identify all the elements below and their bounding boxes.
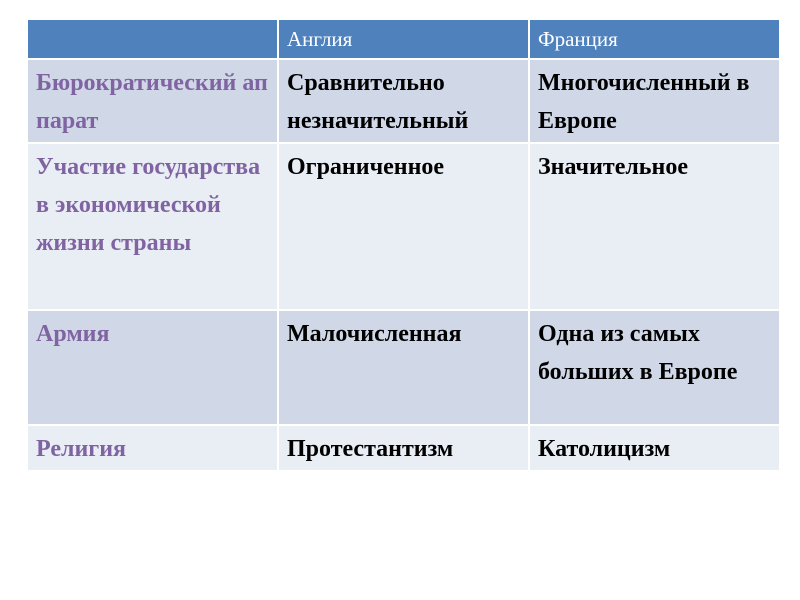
row-label: Бюрократический аппарат <box>26 58 279 144</box>
table-cell: Католицизм <box>528 424 781 472</box>
table-cell: Ограниченное <box>277 142 530 311</box>
header-cell-england: Англия <box>277 18 530 60</box>
comparison-table: Англия Франция Бюрократический аппарат С… <box>26 18 781 472</box>
table-row: Бюрократический аппарат Сравнительно нез… <box>26 58 781 144</box>
table-row: Участие государства в экономической жизн… <box>26 142 781 311</box>
header-cell-empty <box>26 18 279 60</box>
row-label: Участие государства в экономической жизн… <box>26 142 279 311</box>
header-cell-france: Франция <box>528 18 781 60</box>
table-cell: Протестантизм <box>277 424 530 472</box>
table-row: Религия Протестантизм Католицизм <box>26 424 781 472</box>
table-cell: Одна из самых больших в Европе <box>528 309 781 426</box>
row-label: Религия <box>26 424 279 472</box>
table-row: Армия Малочисленная Одна из самых больши… <box>26 309 781 426</box>
table-cell: Сравнительно незначительный <box>277 58 530 144</box>
header-row: Англия Франция <box>26 18 781 60</box>
row-label: Армия <box>26 309 279 426</box>
table-cell: Многочисленный в Европе <box>528 58 781 144</box>
table-cell: Малочисленная <box>277 309 530 426</box>
table-cell: Значительное <box>528 142 781 311</box>
